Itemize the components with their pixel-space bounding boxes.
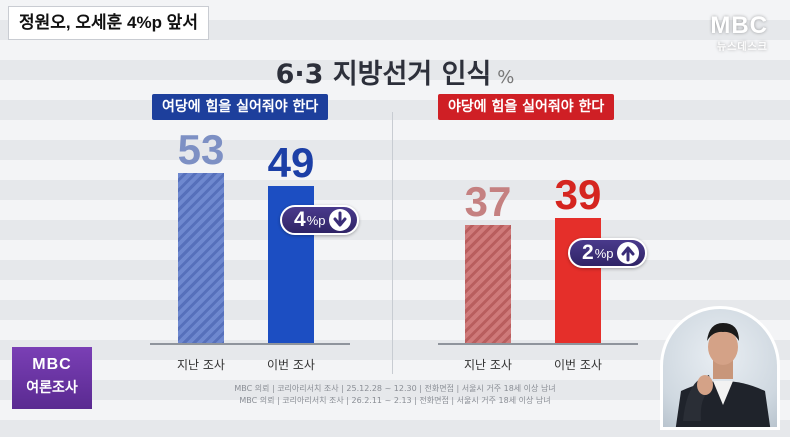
value-label-opposition-current: 39 bbox=[554, 171, 602, 219]
logo-sub: 뉴스데스크 bbox=[717, 42, 768, 53]
group-label-ruling: 여당에 힘을 실어줘야 한다 bbox=[152, 94, 329, 120]
change-value-ruling: 4 bbox=[294, 208, 306, 231]
category-label-ruling-current: 이번 조사 bbox=[267, 358, 315, 372]
bar-ruling-previous bbox=[178, 173, 224, 343]
baseline-right bbox=[438, 343, 638, 345]
baseline-left bbox=[150, 343, 350, 345]
change-pill-ruling: 4 %p bbox=[280, 205, 360, 235]
headline-caption: 정원오, 오세훈 4%p 앞서 bbox=[8, 6, 209, 40]
category-label-ruling-previous: 지난 조사 bbox=[177, 358, 225, 372]
mbc-logo: MBC 뉴스데스크 bbox=[710, 12, 768, 54]
category-label-opposition-previous: 지난 조사 bbox=[464, 358, 512, 372]
badge-line2: 여론조사 bbox=[26, 380, 78, 396]
bar-opposition-previous bbox=[465, 224, 511, 343]
value-label-ruling-current: 49 bbox=[267, 139, 315, 187]
group-label-opposition: 야당에 힘을 실어줘야 한다 bbox=[438, 94, 615, 120]
change-value-opposition: 2 bbox=[582, 241, 594, 264]
source-note-1: MBC 의뢰 | 코리아리서치 조사 | 25.12.28 ~ 12.30 | … bbox=[234, 384, 556, 393]
badge-line1: MBC bbox=[32, 356, 72, 373]
value-label-ruling-previous: 53 bbox=[177, 126, 225, 174]
change-unit-opposition: %p bbox=[594, 245, 614, 261]
arrow-up-icon bbox=[617, 242, 640, 264]
interpreter-figure bbox=[675, 323, 771, 427]
panel-divider bbox=[392, 112, 393, 374]
change-pill-opposition: 2 %p bbox=[568, 238, 648, 268]
bar-opposition-current bbox=[555, 218, 601, 343]
logo-main: MBC bbox=[710, 12, 768, 39]
arrow-down-icon bbox=[329, 209, 352, 231]
poll-badge: MBC 여론조사 bbox=[12, 347, 92, 409]
sign-language-interpreter bbox=[660, 306, 780, 430]
change-unit-ruling: %p bbox=[306, 212, 326, 228]
source-note-2: MBC 의뢰 | 코리아리서치 조사 | 26.2.11 ~ 2.13 | 전화… bbox=[239, 396, 551, 405]
chart-title-unit: % bbox=[497, 67, 515, 88]
category-label-opposition-current: 이번 조사 bbox=[554, 358, 602, 372]
value-label-opposition-previous: 37 bbox=[464, 177, 512, 225]
chart-title: 6·3 지방선거 인식% bbox=[0, 52, 790, 91]
chart-title-text: 6·3 지방선거 인식 bbox=[275, 59, 492, 90]
